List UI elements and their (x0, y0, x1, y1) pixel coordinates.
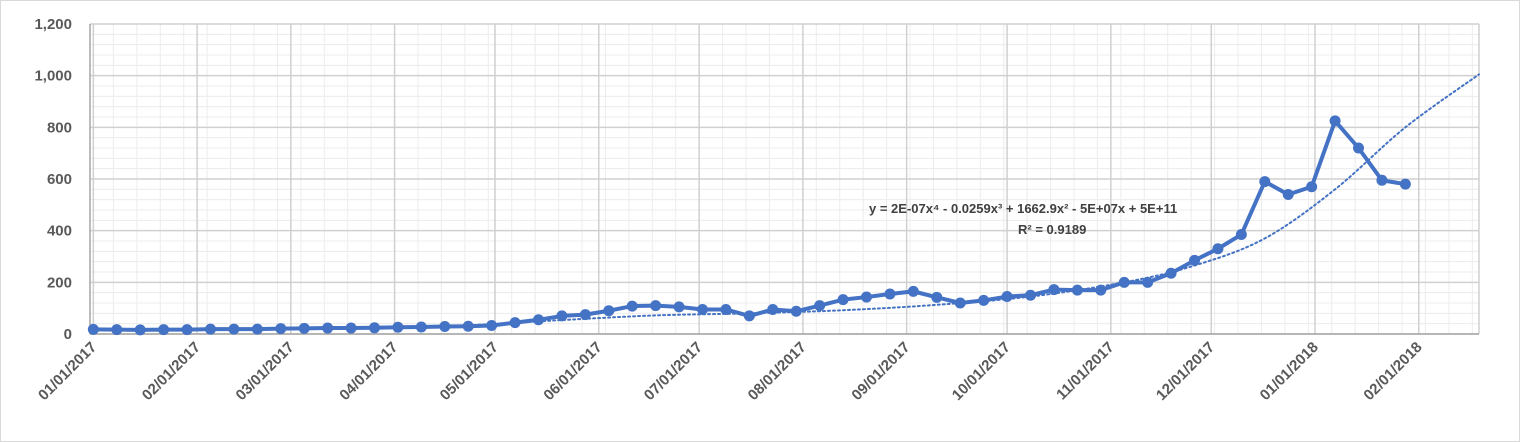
y-tick-label: 800 (47, 119, 72, 136)
trendline-equation: y = 2E-07x⁴ - 0.0259x³ + 1662.9x² - 5E+0… (869, 201, 1177, 216)
data-point (415, 321, 427, 333)
data-point (556, 310, 568, 322)
data-point (650, 300, 662, 312)
x-tick-label: 10/01/2017 (949, 339, 1014, 404)
data-point (1306, 181, 1318, 193)
y-tick-label: 600 (47, 171, 72, 188)
data-point (486, 319, 498, 331)
y-tick-label: 0 (64, 326, 72, 343)
data-point (392, 321, 404, 333)
data-point (743, 310, 755, 322)
data-point (978, 294, 990, 306)
data-point (1142, 276, 1154, 288)
data-point (954, 297, 966, 309)
x-tick-label: 06/01/2017 (540, 339, 605, 404)
x-tick-label: 02/01/2018 (1360, 339, 1425, 404)
data-point (322, 322, 334, 334)
x-tick-label: 02/01/2017 (139, 339, 204, 404)
data-point (814, 300, 826, 312)
data-point (767, 303, 779, 315)
data-point (1189, 254, 1201, 266)
data-point (720, 303, 732, 315)
data-point (158, 324, 170, 336)
data-point (626, 300, 638, 312)
data-point (696, 303, 708, 315)
data-point (1048, 284, 1060, 296)
x-tick-label: 11/01/2017 (1053, 339, 1118, 404)
data-point (579, 309, 591, 321)
data-point (1259, 176, 1271, 188)
data-point (1071, 284, 1083, 296)
trendline-r-squared: R² = 0.9189 (1018, 222, 1086, 237)
data-point (1282, 189, 1294, 200)
data-point (345, 322, 357, 334)
data-point (275, 323, 287, 335)
data-point (1095, 284, 1107, 296)
data-point (298, 322, 310, 334)
data-point (837, 294, 849, 306)
data-point (1235, 229, 1247, 241)
data-point (1118, 276, 1130, 288)
data-point (1329, 115, 1341, 127)
data-point (931, 291, 943, 303)
data-point (1399, 178, 1411, 190)
x-tick-label: 09/01/2017 (848, 339, 913, 404)
y-tick-label: 200 (47, 274, 72, 291)
data-point (790, 305, 802, 317)
data-point (228, 323, 240, 335)
data-point (1376, 174, 1388, 186)
y-tick-label: 1,000 (34, 68, 72, 85)
x-tick-label: 05/01/2017 (437, 339, 502, 404)
data-point (603, 305, 615, 317)
x-tick-label: 01/01/2017 (35, 339, 100, 404)
data-point (111, 324, 123, 336)
x-tick-label: 03/01/2017 (233, 339, 298, 404)
data-point (509, 317, 521, 329)
x-tick-label: 12/01/2017 (1153, 339, 1218, 404)
data-point (532, 314, 544, 326)
data-point (1025, 289, 1037, 301)
y-tick-label: 1,200 (34, 16, 72, 33)
data-point (1212, 243, 1224, 255)
series-line (87, 115, 1411, 336)
x-tick-label: 04/01/2017 (336, 339, 401, 404)
x-tick-label: 08/01/2017 (745, 339, 810, 404)
data-point (1001, 291, 1013, 303)
data-point (251, 323, 263, 335)
data-point (439, 321, 451, 333)
data-point (884, 288, 896, 300)
y-tick-label: 400 (47, 223, 72, 240)
data-point (181, 324, 193, 336)
gridlines (89, 23, 1480, 335)
x-tick-label: 07/01/2017 (641, 339, 706, 404)
data-point (1165, 267, 1177, 279)
data-point (368, 322, 380, 334)
data-point (907, 285, 919, 297)
data-point (204, 323, 216, 335)
data-point (1353, 142, 1365, 154)
axes (89, 24, 1479, 335)
x-tick-label: 01/01/2018 (1257, 339, 1322, 404)
data-point (462, 320, 474, 332)
data-point (134, 324, 146, 336)
data-point (87, 323, 99, 335)
data-point (673, 301, 685, 313)
data-point (861, 291, 873, 303)
